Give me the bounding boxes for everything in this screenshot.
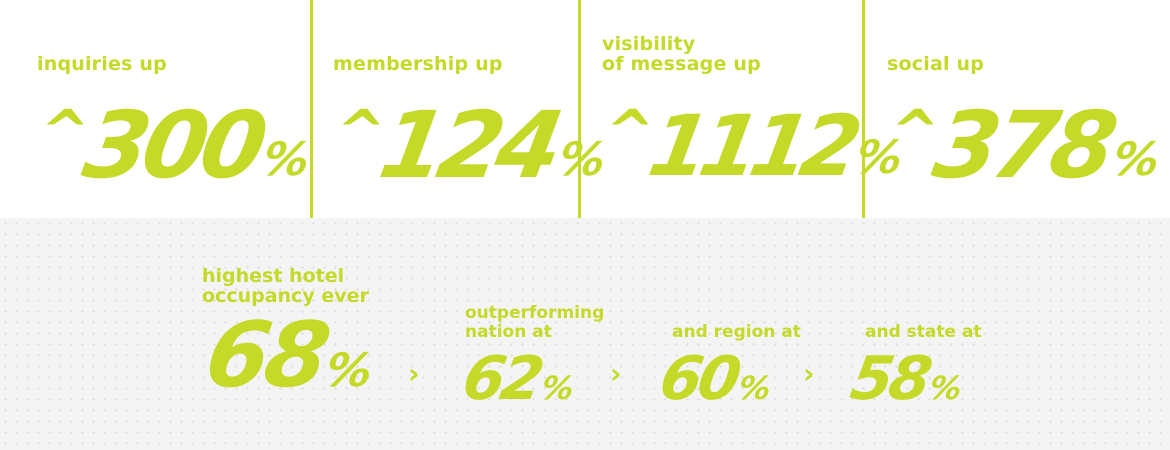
stat-value: ^1112% bbox=[593, 96, 913, 196]
stat-visibility: visibility of message up ^1112% bbox=[599, 0, 908, 218]
occupancy-label: highest hotel occupancy ever bbox=[202, 266, 369, 306]
comparison-region: and region at 60% bbox=[655, 323, 801, 415]
comparison-number: 62 bbox=[457, 344, 546, 414]
stat-number: 124 bbox=[372, 92, 566, 199]
stat-value: ^124% bbox=[324, 92, 616, 199]
stat-label-line: visibility bbox=[602, 33, 696, 55]
occupancy-number: 68 bbox=[198, 303, 334, 408]
comparison-label: and state at bbox=[865, 323, 982, 342]
comparison-state: and state at 58% bbox=[846, 323, 982, 415]
occupancy-panel bbox=[0, 218, 1170, 450]
comparison-label: outperforming nation at bbox=[465, 304, 604, 342]
chevron-right-icon: › bbox=[408, 357, 420, 390]
stat-label-line: inquiries up bbox=[37, 53, 167, 75]
stat-social: social up ^378% bbox=[884, 0, 1165, 218]
stat-number: 300 bbox=[76, 92, 270, 199]
stat-label: visibility of message up bbox=[602, 34, 761, 74]
comparison-label-line: and region at bbox=[672, 322, 801, 342]
column-divider bbox=[578, 0, 581, 218]
percent-sign: % bbox=[1108, 132, 1165, 186]
chevron-right-icon: › bbox=[610, 357, 622, 390]
chevron-right-icon: › bbox=[803, 357, 815, 390]
comparison-value: 58% bbox=[844, 344, 969, 423]
stat-label-line: membership up bbox=[333, 53, 503, 75]
occupancy-label-line: highest hotel bbox=[202, 265, 345, 287]
stat-label: social up bbox=[887, 54, 984, 74]
top-stats-panel: inquiries up ^300% membership up ^124% v… bbox=[0, 0, 1170, 218]
comparison-nation: outperforming nation at 62% bbox=[458, 304, 605, 415]
comparison-label: and region at bbox=[672, 323, 801, 342]
stat-value: ^300% bbox=[28, 92, 320, 199]
stat-label: membership up bbox=[333, 54, 503, 74]
column-divider bbox=[862, 0, 865, 218]
comparison-label-line: outperforming bbox=[465, 303, 605, 323]
occupancy-main: highest hotel occupancy ever 68% bbox=[198, 266, 377, 408]
column-divider bbox=[310, 0, 313, 218]
stat-value: ^378% bbox=[878, 92, 1170, 199]
comparison-value: 62% bbox=[456, 344, 581, 423]
stat-label-line: of message up bbox=[602, 53, 761, 75]
stat-label: inquiries up bbox=[37, 54, 167, 74]
stat-inquiries: inquiries up ^300% bbox=[34, 0, 315, 218]
comparison-number: 60 bbox=[654, 344, 743, 414]
stat-number: 1112 bbox=[641, 97, 862, 195]
stat-number: 378 bbox=[926, 92, 1120, 199]
percent-sign: % bbox=[258, 132, 315, 186]
occupancy-label-line: occupancy ever bbox=[202, 285, 369, 307]
stat-label-line: social up bbox=[887, 53, 985, 75]
comparison-number: 58 bbox=[845, 344, 934, 414]
comparison-label-line: and state at bbox=[865, 322, 982, 342]
stat-membership: membership up ^124% bbox=[330, 0, 611, 218]
occupancy-value: 68% bbox=[196, 303, 383, 420]
comparison-label-line: nation at bbox=[465, 322, 552, 342]
comparison-value: 60% bbox=[653, 344, 778, 423]
